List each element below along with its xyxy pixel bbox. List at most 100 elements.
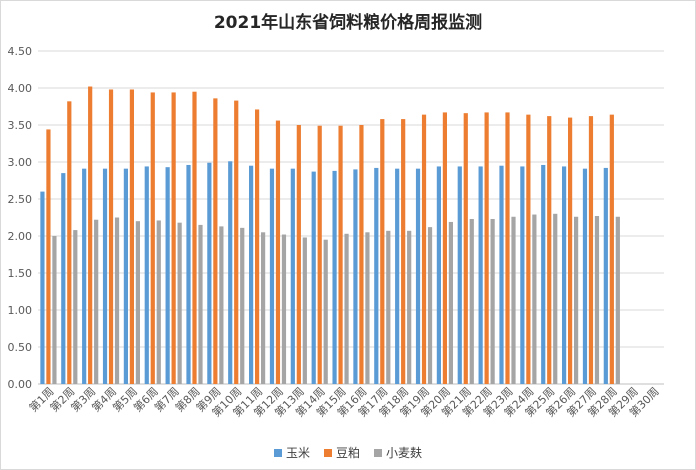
bar-豆粕-第23周	[505, 112, 510, 385]
bar-小麦麸-第21周	[469, 218, 474, 384]
bar-玉米-第8周	[186, 164, 191, 384]
bar-豆粕-第12周	[275, 120, 281, 384]
bar-小麦麸-第19周	[427, 227, 433, 384]
y-tick-label: 2.50	[8, 193, 33, 206]
y-tick-label: 4.50	[8, 45, 33, 58]
bar-玉米-第19周	[415, 168, 421, 384]
bar-玉米-第14周	[311, 171, 316, 384]
bar-豆粕-第28周	[609, 114, 614, 384]
bar-豆粕-第6周	[150, 92, 155, 384]
bar-玉米-第18周	[395, 168, 400, 384]
bar-小麦麸-第8周	[198, 224, 203, 384]
bar-豆粕-第1周	[46, 129, 51, 384]
y-tick-label: 4.00	[8, 82, 33, 95]
y-tick-label: 0.00	[8, 378, 33, 391]
bar-豆粕-第15周	[338, 125, 343, 385]
bar-小麦麸-第7周	[177, 222, 182, 384]
bar-小麦麸-第6周	[156, 220, 161, 384]
bar-豆粕-第25周	[547, 116, 552, 385]
bar-小麦麸-第16周	[365, 232, 370, 384]
bar-玉米-第25周	[541, 164, 546, 384]
legend-item: 小麦麸	[374, 444, 422, 461]
bar-小麦麸-第1周	[52, 236, 57, 384]
bar-小麦麸-第28周	[615, 216, 620, 384]
bar-小麦麸-第20周	[448, 221, 453, 384]
bar-小麦麸-第23周	[511, 216, 516, 384]
bar-小麦麸-第10周	[240, 227, 245, 384]
bar-小麦麸-第15周	[344, 233, 349, 384]
bar-豆粕-第9周	[213, 98, 218, 385]
legend-swatch	[323, 448, 332, 457]
bar-玉米-第7周	[165, 167, 170, 384]
legend-swatch	[273, 448, 282, 457]
y-tick-label: 0.50	[8, 341, 33, 354]
bar-玉米-第5周	[123, 168, 128, 384]
y-tick-label: 2.00	[8, 230, 33, 243]
bar-豆粕-第3周	[88, 86, 93, 385]
bar-豆粕-第16周	[359, 125, 364, 384]
bar-玉米-第22周	[478, 166, 483, 384]
bar-豆粕-第22周	[484, 112, 489, 385]
bar-玉米-第24周	[520, 166, 525, 384]
bar-豆粕-第5周	[129, 89, 134, 384]
chart-title: 2021年山东省饲料粮价格周报监测	[213, 13, 483, 33]
bar-玉米-第2周	[61, 173, 66, 384]
legend-label: 豆粕	[335, 446, 360, 460]
bar-小麦麸-第3周	[94, 219, 99, 384]
bar-玉米-第26周	[562, 166, 567, 384]
y-tick-label: 1.50	[8, 267, 33, 280]
bar-小麦麸-第26周	[574, 216, 579, 384]
bar-小麦麸-第12周	[281, 234, 287, 384]
bar-豆粕-第19周	[421, 114, 427, 384]
bar-玉米-第9周	[207, 162, 212, 384]
bar-豆粕-第11周	[255, 109, 260, 385]
bar-玉米-第11周	[249, 165, 254, 384]
bar-玉米-第15周	[332, 170, 337, 384]
bar-玉米-第20周	[436, 166, 441, 384]
bar-小麦麸-第11周	[261, 232, 266, 384]
legend-label: 小麦麸	[386, 446, 423, 460]
bar-小麦麸-第27周	[594, 216, 600, 384]
y-tick-label: 3.00	[8, 156, 33, 169]
bar-豆粕-第2周	[67, 101, 72, 384]
legend-label: 玉米	[285, 446, 310, 460]
bar-豆粕-第8周	[192, 91, 197, 384]
bar-玉米-第6周	[144, 166, 149, 384]
bar-豆粕-第13周	[296, 125, 301, 384]
bar-豆粕-第20周	[442, 112, 447, 385]
bar-玉米-第4周	[102, 168, 108, 384]
bar-豆粕-第17周	[380, 119, 385, 384]
bar-玉米-第28周	[603, 167, 608, 384]
bar-小麦麸-第24周	[532, 214, 537, 384]
bar-玉米-第1周	[40, 191, 45, 384]
bar-小麦麸-第22周	[490, 218, 495, 384]
bar-玉米-第27周	[582, 168, 588, 384]
bar-豆粕-第26周	[568, 117, 573, 384]
y-tick-label: 1.00	[8, 304, 33, 317]
bar-小麦麸-第5周	[135, 221, 140, 384]
bar-玉米-第10周	[228, 161, 233, 384]
bar-小麦麸-第25周	[553, 213, 558, 384]
bar-豆粕-第14周	[317, 125, 322, 385]
bar-豆粕-第7周	[171, 92, 176, 384]
bar-小麦麸-第17周	[386, 230, 391, 384]
bar-豆粕-第4周	[108, 89, 114, 384]
bar-玉米-第13周	[290, 168, 295, 384]
bar-玉米-第17周	[374, 167, 379, 384]
bar-小麦麸-第14周	[323, 239, 328, 384]
bar-小麦麸-第4周	[114, 217, 120, 384]
bar-豆粕-第21周	[463, 113, 468, 384]
chart-legend: 玉米 豆粕 小麦麸	[0, 444, 696, 461]
bar-玉米-第3周	[82, 168, 87, 384]
bar-小麦麸-第13周	[302, 237, 307, 384]
bar-小麦麸-第9周	[219, 226, 224, 384]
bar-玉米-第21周	[457, 166, 462, 384]
bar-玉米-第23周	[499, 165, 504, 384]
legend-item: 豆粕	[323, 444, 360, 461]
bar-小麦麸-第18周	[407, 230, 412, 384]
bar-豆粕-第10周	[234, 100, 239, 384]
bar-豆粕-第24周	[526, 114, 531, 384]
bar-豆粕-第27周	[588, 116, 594, 385]
bar-豆粕-第18周	[401, 119, 406, 384]
